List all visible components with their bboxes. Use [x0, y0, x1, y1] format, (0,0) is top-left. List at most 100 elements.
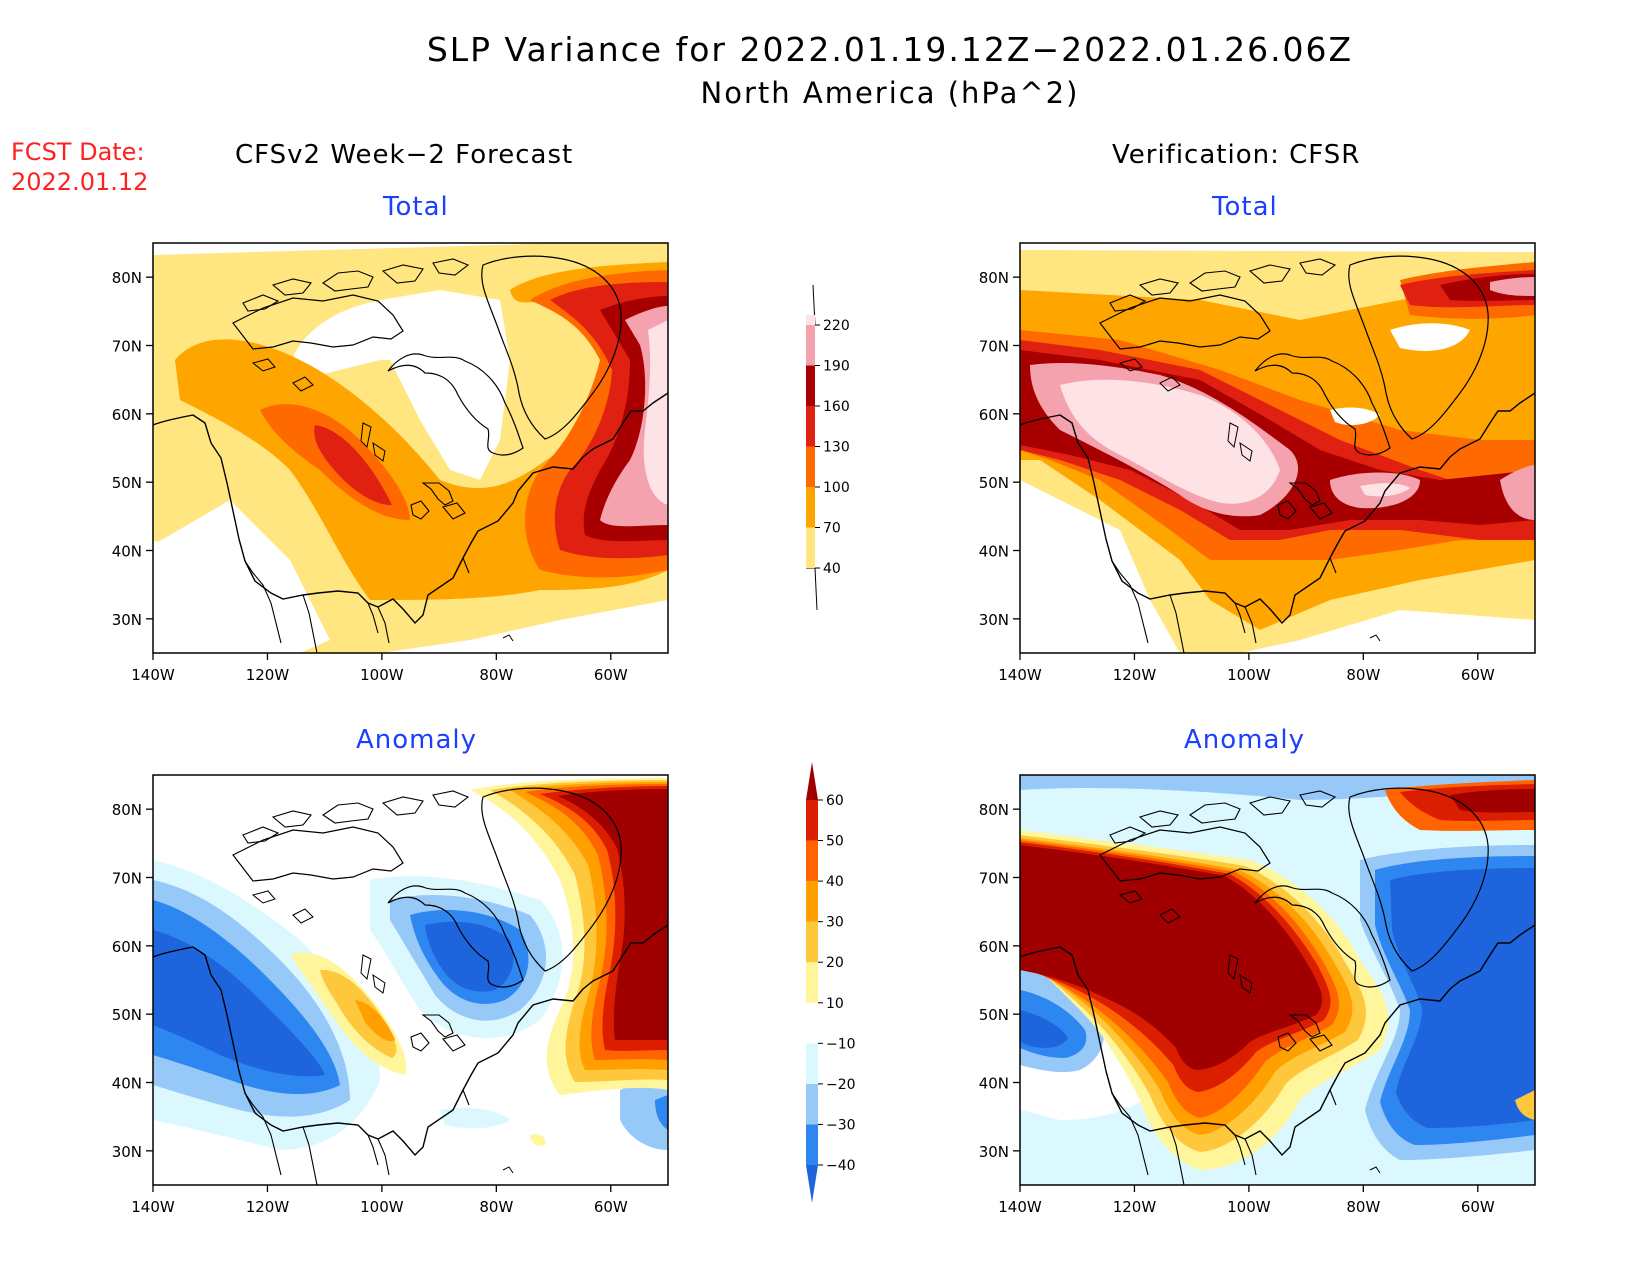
right-column-title: Verification: CFSR — [1112, 140, 1361, 170]
colorbar-anomaly-label: −10 — [826, 1036, 856, 1052]
map-frame-br — [1019, 774, 1536, 1186]
colorbar-total-bin — [806, 487, 815, 528]
colorbar-anomaly-bin — [806, 800, 818, 841]
verif-anomaly-subtitle: Anomaly — [1184, 725, 1306, 755]
colorbar-total-bin — [806, 315, 815, 325]
lon-tick-label: 100W — [1227, 666, 1271, 684]
lat-tick-label: 80N — [979, 801, 1009, 819]
lon-tick-label: 80W — [479, 1198, 513, 1216]
figure-title: SLP Variance for 2022.01.19.12Z−2022.01.… — [426, 30, 1354, 69]
lat-tick-label: 80N — [979, 269, 1009, 287]
lat-tick-label: 50N — [979, 1006, 1009, 1024]
colorbar-anomaly-lower-arrow — [806, 1165, 818, 1203]
lat-tick-label: 50N — [979, 474, 1009, 492]
lon-tick-label: 80W — [1346, 666, 1380, 684]
lat-tick-label: 80N — [112, 269, 142, 287]
lat-tick-label: 60N — [112, 406, 142, 424]
lat-tick-label: 30N — [112, 1143, 142, 1161]
colorbar-anomaly-upper-arrow — [806, 762, 818, 800]
lat-tick-label: 40N — [979, 543, 1009, 561]
colorbar-anomaly-label: 60 — [826, 793, 844, 809]
lat-tick-label: 70N — [979, 870, 1009, 888]
fcst-total-subtitle: Total — [383, 192, 449, 222]
lat-tick-label: 60N — [979, 938, 1009, 956]
lat-tick-label: 40N — [112, 1075, 142, 1093]
lat-tick-label: 30N — [979, 1143, 1009, 1161]
map-frame-tl — [152, 242, 669, 654]
colorbar-total-label: 100 — [823, 480, 850, 496]
lat-tick-label: 40N — [112, 543, 142, 561]
lat-tick-label: 50N — [112, 1006, 142, 1024]
colorbar-anomaly-label: 50 — [826, 834, 844, 850]
colorbar-total-label: 130 — [823, 440, 850, 456]
colorbar-anomaly-bin — [806, 1124, 818, 1165]
colorbar-anomaly-label: 30 — [826, 915, 844, 931]
map-forecast-total — [153, 243, 668, 653]
left-column-title: CFSv2 Week−2 Forecast — [235, 140, 574, 170]
colorbar-total-lower-arrow — [806, 567, 818, 611]
figure-subtitle: North America (hPa^2) — [700, 76, 1080, 110]
colorbar-total-bin — [806, 406, 815, 447]
lon-tick-label: 60W — [594, 666, 628, 684]
lon-tick-label: 60W — [1461, 1198, 1495, 1216]
colorbar-total-label: 220 — [823, 318, 850, 334]
fcst-date-value: 2022.01.12 — [11, 168, 149, 196]
lon-tick-label: 120W — [246, 666, 290, 684]
colorbar-total-bin — [806, 365, 815, 406]
lon-tick-label: 120W — [1113, 1198, 1157, 1216]
colorbar-anomaly-bin — [806, 1083, 818, 1125]
lon-tick-label: 140W — [131, 666, 175, 684]
lon-tick-label: 80W — [1346, 1198, 1380, 1216]
lat-tick-label: 50N — [112, 474, 142, 492]
lon-tick-label: 140W — [998, 666, 1042, 684]
colorbar-anomaly-label: −20 — [826, 1077, 856, 1093]
verif-total-subtitle: Total — [1212, 192, 1278, 222]
lat-tick-label: 60N — [979, 406, 1009, 424]
lon-tick-label: 80W — [479, 666, 513, 684]
fcst-anomaly-subtitle: Anomaly — [356, 725, 478, 755]
colorbar-anomaly-label: 10 — [826, 996, 844, 1012]
lat-tick-label: 70N — [112, 870, 142, 888]
lat-tick-label: 30N — [112, 611, 142, 629]
colorbar-anomaly: −40 −30 −20 −10 10 20 30 40 50 60 — [806, 762, 856, 1203]
colorbar-total-bin — [806, 527, 815, 568]
lat-tick-label: 70N — [112, 338, 142, 356]
colorbar-total-bin — [806, 325, 815, 366]
colorbar-anomaly-bin — [806, 1002, 818, 1044]
colorbar-anomaly-bin — [806, 962, 818, 1003]
lat-tick-label: 60N — [112, 938, 142, 956]
colorbar-anomaly-label: 40 — [826, 874, 844, 890]
colorbar-total-label: 160 — [823, 399, 850, 415]
lat-tick-label: 40N — [979, 1075, 1009, 1093]
colorbar-anomaly-bin — [806, 840, 818, 882]
colorbar-total-label: 190 — [823, 359, 850, 375]
colorbar-total-label: 70 — [823, 521, 841, 537]
colorbar-anomaly-label: −40 — [826, 1158, 856, 1174]
colorbar-total-bin — [806, 446, 815, 487]
map-frame-bl — [152, 774, 669, 1186]
lon-tick-label: 100W — [360, 1198, 404, 1216]
colorbar-anomaly-label: −30 — [826, 1117, 856, 1133]
colorbar-total: 40 70 100 130 160 190 220 — [806, 284, 850, 611]
lon-tick-label: 60W — [594, 1198, 628, 1216]
colorbar-anomaly-bin — [806, 881, 818, 922]
lon-tick-label: 140W — [131, 1198, 175, 1216]
lon-tick-label: 60W — [1461, 666, 1495, 684]
fcst-date-label: FCST Date: — [11, 138, 145, 166]
colorbar-anomaly-bin — [806, 921, 818, 963]
lat-tick-label: 30N — [979, 611, 1009, 629]
lat-tick-label: 80N — [112, 801, 142, 819]
colorbar-anomaly-bin — [806, 1043, 818, 1084]
lon-tick-label: 100W — [360, 666, 404, 684]
map-verification-anomaly — [1020, 775, 1535, 1185]
lon-tick-label: 120W — [246, 1198, 290, 1216]
map-forecast-anomaly — [153, 775, 668, 1185]
lat-tick-label: 70N — [979, 338, 1009, 356]
colorbar-total-label: 40 — [823, 561, 841, 577]
lon-tick-label: 120W — [1113, 666, 1157, 684]
colorbar-anomaly-label: 20 — [826, 955, 844, 971]
lon-tick-label: 100W — [1227, 1198, 1271, 1216]
map-verification-total — [1020, 243, 1535, 653]
axes-layer: 80N 70N 60N 50N 40N 30N 140W 120W 100W 80W 60W 80N 7… — [112, 269, 1495, 1216]
